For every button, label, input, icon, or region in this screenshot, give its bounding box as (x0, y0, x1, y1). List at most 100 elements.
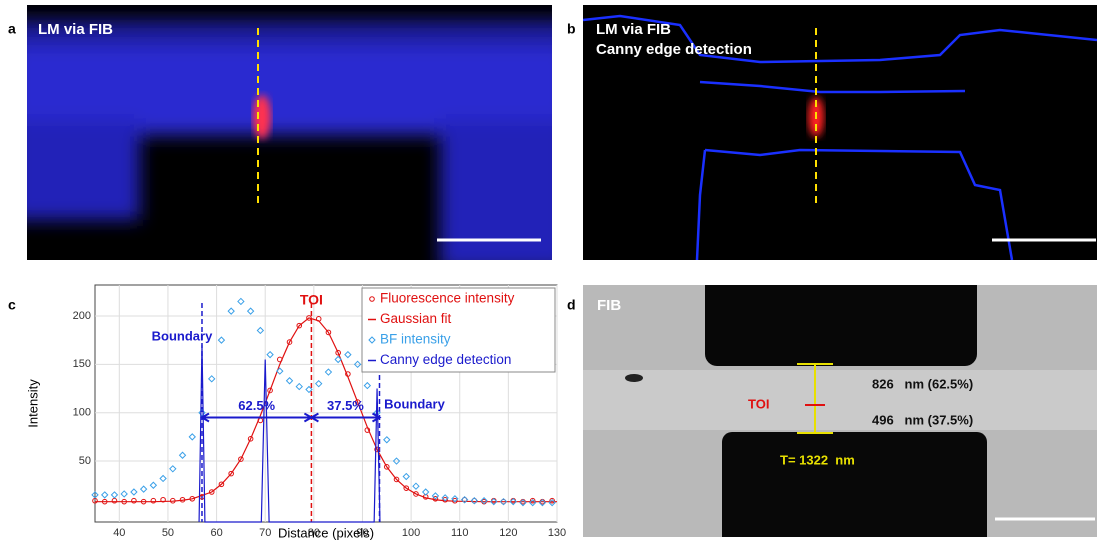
share-label: 62.5% (238, 398, 275, 413)
data-point (441, 494, 449, 502)
series-line (95, 317, 557, 503)
legend-swatch (368, 336, 376, 344)
panel-letter: c (8, 297, 16, 313)
data-point (314, 379, 323, 388)
data-point (110, 491, 119, 499)
legend-label: Fluorescence intensity (380, 291, 515, 306)
y-tick-label: 150 (73, 358, 91, 370)
legend-box (361, 287, 556, 373)
data-point (344, 350, 352, 359)
data-point (421, 488, 430, 496)
data-point (139, 485, 148, 493)
data-point (325, 329, 332, 336)
data-point (285, 377, 294, 385)
data-point (266, 350, 274, 359)
toi-label: TOI (300, 292, 323, 308)
boundary-label: Boundary (152, 328, 213, 343)
data-point (159, 474, 167, 483)
data-point (499, 497, 508, 506)
x-tick-label: 110 (451, 527, 469, 539)
data-point (528, 498, 537, 507)
panel-letter: d (567, 297, 576, 313)
panel-label: LM via FIB (38, 21, 113, 38)
data-point (548, 498, 556, 507)
y-tick-label: 100 (73, 407, 91, 419)
x-tick-label: 80 (308, 527, 320, 539)
data-point (431, 492, 440, 500)
y-tick-label: 200 (73, 310, 91, 322)
data-point (374, 446, 380, 453)
data-point (247, 436, 254, 442)
data-point (306, 315, 312, 321)
panel-d-image (583, 285, 1097, 537)
y-axis-label: Intensity (25, 379, 40, 428)
data-point (286, 339, 293, 345)
data-point (412, 482, 420, 490)
x-tick-label: 50 (162, 527, 174, 539)
x-tick-label: 40 (113, 527, 125, 539)
data-point (529, 497, 536, 504)
data-point (451, 495, 459, 503)
panel-label: FIB (597, 297, 621, 314)
x-tick-label: 70 (259, 527, 271, 539)
data-point (393, 476, 400, 483)
lower-thickness: 496 nm (37.5%) (872, 412, 973, 427)
data-point (198, 408, 206, 417)
total-thickness: T= 1322 nm (780, 452, 855, 467)
data-point (490, 497, 498, 506)
data-point (442, 496, 448, 503)
panel-letter: b (567, 21, 576, 37)
data-point (354, 399, 361, 405)
toi-label: TOI (748, 396, 769, 411)
share-arrow (309, 412, 382, 423)
data-point (218, 481, 225, 488)
panel-a-image (27, 5, 552, 260)
data-point (402, 472, 410, 481)
x-tick-label: 120 (499, 527, 517, 539)
panel-sublabel: Canny edge detection (596, 41, 752, 58)
x-tick-label: 130 (548, 527, 566, 539)
data-point (334, 355, 342, 364)
panel-b-image (583, 5, 1097, 260)
data-point (178, 451, 187, 459)
data-point (169, 465, 177, 473)
data-point (267, 387, 273, 394)
series-line (198, 344, 381, 523)
data-point (305, 385, 313, 394)
data-point (256, 326, 265, 335)
upper-thickness: 826 nm (62.5%) (872, 376, 973, 391)
data-point (217, 336, 226, 344)
x-tick-label: 90 (356, 527, 368, 539)
data-point (238, 456, 244, 462)
data-point (480, 497, 488, 505)
data-point (413, 491, 419, 497)
data-point (130, 488, 138, 496)
data-point (131, 497, 137, 504)
data-point (509, 497, 517, 506)
data-point (150, 497, 157, 504)
data-point (335, 349, 341, 356)
data-point (91, 491, 99, 499)
panel-label: LM via FIB (596, 21, 671, 38)
data-point (538, 498, 547, 507)
data-point (160, 496, 166, 503)
data-point (188, 433, 196, 441)
data-point (519, 498, 527, 507)
legend-swatch (369, 296, 375, 302)
x-axis-label: Distance (pixels) (278, 525, 374, 540)
boundary-label: Boundary (384, 396, 445, 411)
data-point (276, 367, 284, 375)
legend-label: BF intensity (380, 332, 451, 347)
data-point (208, 489, 215, 495)
data-point (120, 490, 128, 498)
legend-label: Gaussian fit (380, 311, 452, 326)
chart: 40 50 60 70 80 90 100 110 120 130 50 100 150 200 Dista… (25, 284, 566, 540)
data-point (403, 485, 410, 491)
data-point (246, 307, 255, 315)
data-point (296, 322, 303, 329)
data-point (228, 470, 234, 477)
share-label: 37.5% (327, 398, 364, 413)
data-point (237, 297, 245, 306)
data-point (208, 375, 216, 383)
panel-letter: a (8, 21, 16, 37)
